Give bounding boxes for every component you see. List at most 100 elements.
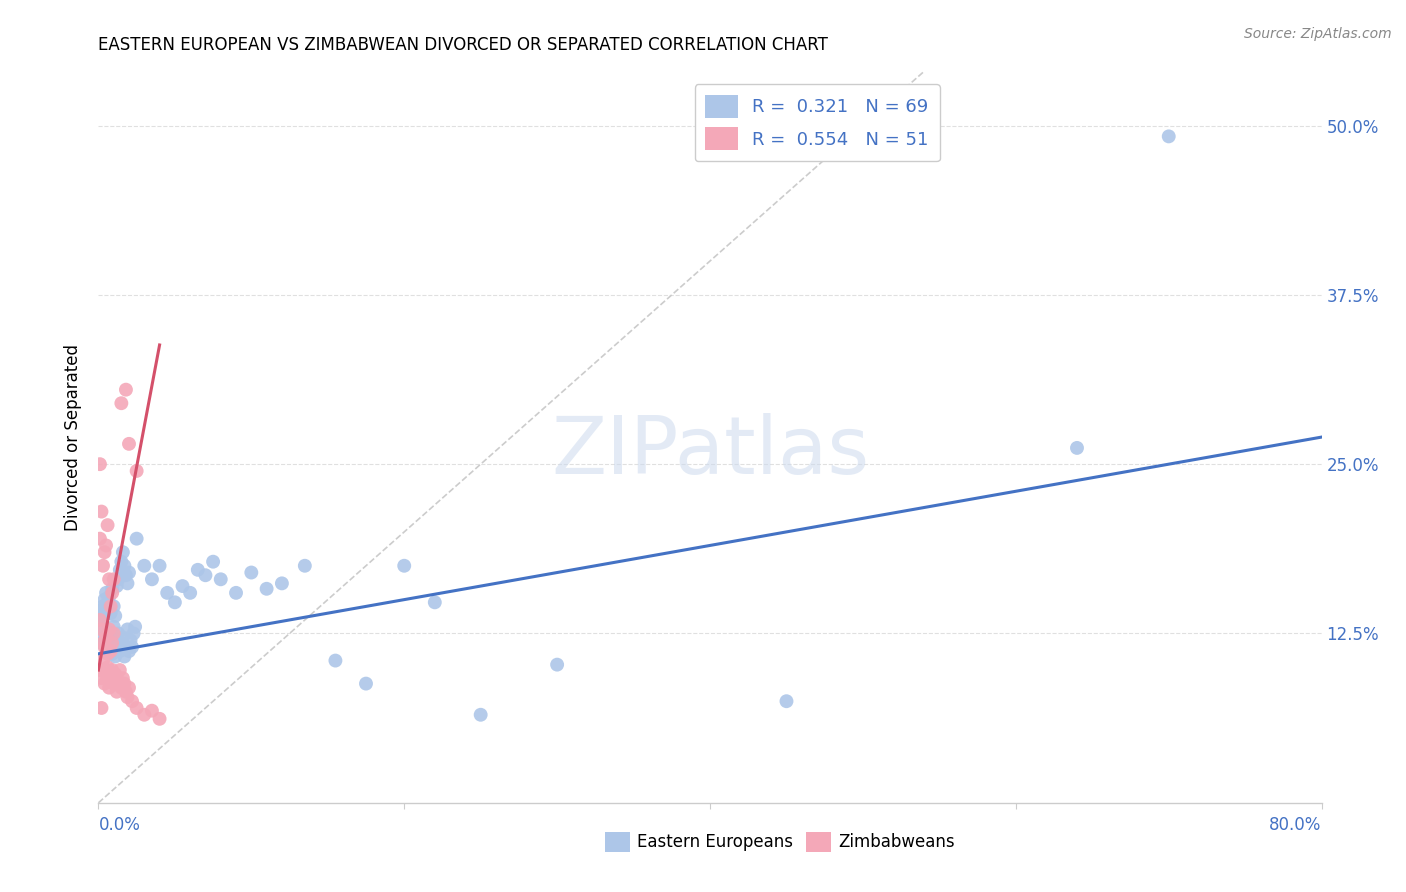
Point [91, 599, 114, 614]
Text: ZIPatlas: ZIPatlas [551, 413, 869, 491]
Point [105, 684, 128, 698]
Point [110, 555, 132, 569]
Point [89, 603, 111, 617]
Point [187, 563, 209, 577]
Point [546, 657, 568, 672]
Point [392, 558, 416, 573]
Point [93, 592, 115, 607]
Point [156, 586, 179, 600]
Point [101, 647, 124, 661]
Point [108, 563, 131, 577]
Point [1157, 129, 1180, 144]
Point [103, 620, 125, 634]
Point [149, 558, 172, 573]
Point [94, 631, 117, 645]
Point [134, 558, 156, 573]
Point [110, 396, 132, 410]
Point [105, 579, 128, 593]
Point [1066, 441, 1088, 455]
Point [111, 671, 134, 685]
Point [89, 613, 111, 627]
Point [125, 532, 148, 546]
Point [118, 644, 141, 658]
Point [103, 676, 125, 690]
Point [179, 586, 201, 600]
Point [270, 576, 292, 591]
Point [104, 667, 127, 681]
Point [470, 707, 492, 722]
Point [103, 599, 125, 614]
Point [163, 595, 186, 609]
Point [98, 681, 121, 695]
Point [101, 582, 124, 596]
Point [110, 636, 132, 650]
Point [100, 671, 122, 685]
Point [100, 644, 122, 658]
Text: Eastern Europeans: Eastern Europeans [637, 833, 793, 851]
Point [112, 676, 135, 690]
Point [93, 545, 115, 559]
Point [98, 572, 121, 586]
Point [256, 582, 278, 596]
Point [91, 636, 114, 650]
Point [125, 464, 148, 478]
Text: 0.0%: 0.0% [98, 816, 141, 834]
Point [202, 555, 225, 569]
Point [134, 707, 156, 722]
Point [209, 572, 232, 586]
Point [90, 623, 112, 637]
Point [194, 568, 217, 582]
Text: Source: ZipAtlas.com: Source: ZipAtlas.com [1244, 27, 1392, 41]
Point [90, 636, 112, 650]
Point [101, 663, 124, 677]
Point [94, 667, 117, 681]
Point [97, 647, 120, 661]
Point [93, 676, 115, 690]
Point [100, 606, 122, 620]
Point [108, 644, 131, 658]
Point [112, 558, 135, 573]
Y-axis label: Divorced or Separated: Divorced or Separated [65, 343, 83, 531]
Point [121, 694, 143, 708]
Point [325, 654, 347, 668]
Point [89, 663, 111, 677]
Point [172, 579, 194, 593]
Point [294, 558, 316, 573]
Point [93, 640, 115, 654]
Point [112, 649, 135, 664]
Point [117, 690, 139, 705]
Point [100, 599, 122, 614]
Point [117, 576, 139, 591]
Text: EASTERN EUROPEAN VS ZIMBABWEAN DIVORCED OR SEPARATED CORRELATION CHART: EASTERN EUROPEAN VS ZIMBABWEAN DIVORCED … [98, 36, 828, 54]
Point [90, 671, 112, 685]
Point [101, 636, 124, 650]
Point [89, 613, 111, 627]
Point [225, 586, 247, 600]
Point [118, 681, 141, 695]
Legend: R =  0.321   N = 69, R =  0.554   N = 51: R = 0.321 N = 69, R = 0.554 N = 51 [695, 84, 939, 161]
Point [101, 586, 124, 600]
Point [105, 636, 128, 650]
Point [91, 631, 114, 645]
Point [98, 633, 121, 648]
Point [117, 623, 139, 637]
Point [118, 437, 141, 451]
Point [354, 676, 377, 690]
Point [94, 538, 117, 552]
Point [104, 649, 127, 664]
Point [111, 631, 134, 645]
Point [103, 626, 125, 640]
Point [149, 712, 172, 726]
Point [775, 694, 797, 708]
Point [90, 608, 112, 623]
Point [240, 566, 263, 580]
Point [107, 673, 129, 688]
Point [118, 566, 141, 580]
Text: 80.0%: 80.0% [1270, 816, 1322, 834]
Point [91, 654, 114, 668]
Point [121, 640, 143, 654]
Point [97, 660, 120, 674]
Point [125, 701, 148, 715]
Point [103, 572, 125, 586]
Point [124, 620, 146, 634]
